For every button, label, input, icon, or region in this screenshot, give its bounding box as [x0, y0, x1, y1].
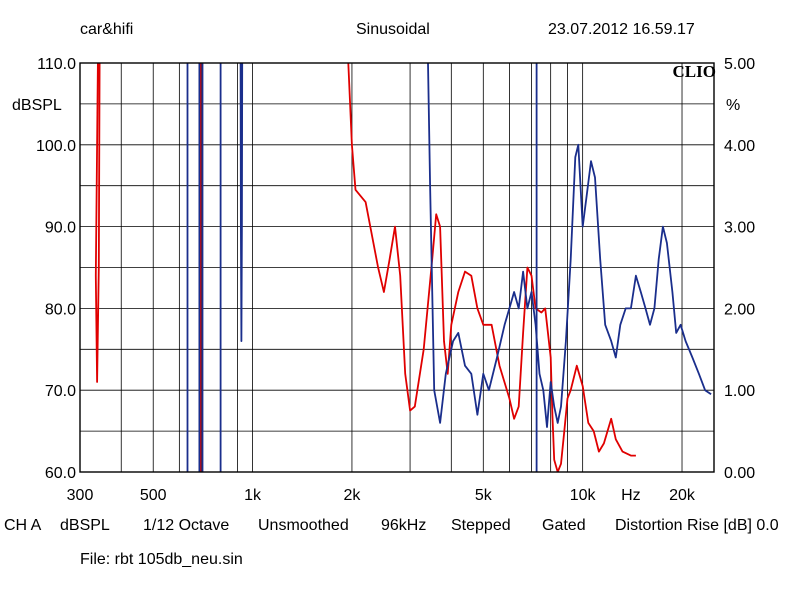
- header-center: Sinusoidal: [356, 21, 430, 38]
- x-tick-label: 20k: [669, 487, 696, 504]
- plot-frame: [79, 62, 715, 473]
- footer-setting: Gated: [542, 517, 586, 534]
- data-series: [94, 63, 712, 472]
- x-tick-label: 1k: [244, 487, 262, 504]
- x-tick-label: 5k: [475, 487, 493, 504]
- file-name: File: rbt 105db_neu.sin: [80, 551, 243, 568]
- clio-watermark: CLIO: [673, 62, 716, 81]
- y-left-tick-label: 110.0: [37, 56, 76, 73]
- red-trace-segment: [347, 63, 636, 472]
- y-left-tick-label: 90.0: [45, 220, 76, 237]
- y-right-tick-label: 1.00: [724, 383, 755, 400]
- y-left-tick-label: 60.0: [45, 465, 76, 482]
- grid: [80, 63, 714, 472]
- x-tick-label: 300: [67, 487, 94, 504]
- red-trace-segment: [94, 63, 101, 383]
- y-left-tick-label: 100.0: [36, 138, 76, 155]
- footer-setting: Distortion Rise [dB] 0.0: [615, 517, 779, 534]
- blue-trace-segment: [427, 63, 712, 428]
- footer-setting: CH A: [4, 517, 42, 534]
- footer-setting: 1/12 Octave: [143, 517, 230, 534]
- header-left: car&hifi: [80, 21, 134, 38]
- footer-setting: Unsmoothed: [258, 517, 349, 534]
- blue-trace-segment: [239, 63, 244, 343]
- y-right-tick-label: 2.00: [724, 301, 755, 318]
- tick-labels: 300 500 1k 2k 5k 10k Hz 20k 60.0 70.0 80.0 90.0 100.…: [36, 56, 755, 504]
- x-tick-label: 10k: [570, 487, 597, 504]
- x-tick-label: 500: [140, 487, 167, 504]
- footer-setting: 96kHz: [381, 517, 427, 534]
- y-left-tick-label: 80.0: [45, 301, 76, 318]
- y-left-tick-label: 70.0: [45, 383, 76, 400]
- footer-setting: dBSPL: [60, 517, 110, 534]
- header-right: 23.07.2012 16.59.17: [548, 21, 695, 38]
- left-axis-label: dBSPL: [12, 97, 62, 114]
- y-right-tick-label: 5.00: [724, 56, 755, 73]
- y-right-tick-label: 0.00: [724, 465, 755, 482]
- footer-setting: Stepped: [451, 517, 511, 534]
- right-axis-label: %: [726, 97, 741, 114]
- x-tick-label: 2k: [343, 487, 361, 504]
- y-right-tick-label: 3.00: [724, 220, 755, 237]
- y-right-tick-label: 4.00: [724, 138, 755, 155]
- x-tick-label: Hz: [621, 487, 641, 504]
